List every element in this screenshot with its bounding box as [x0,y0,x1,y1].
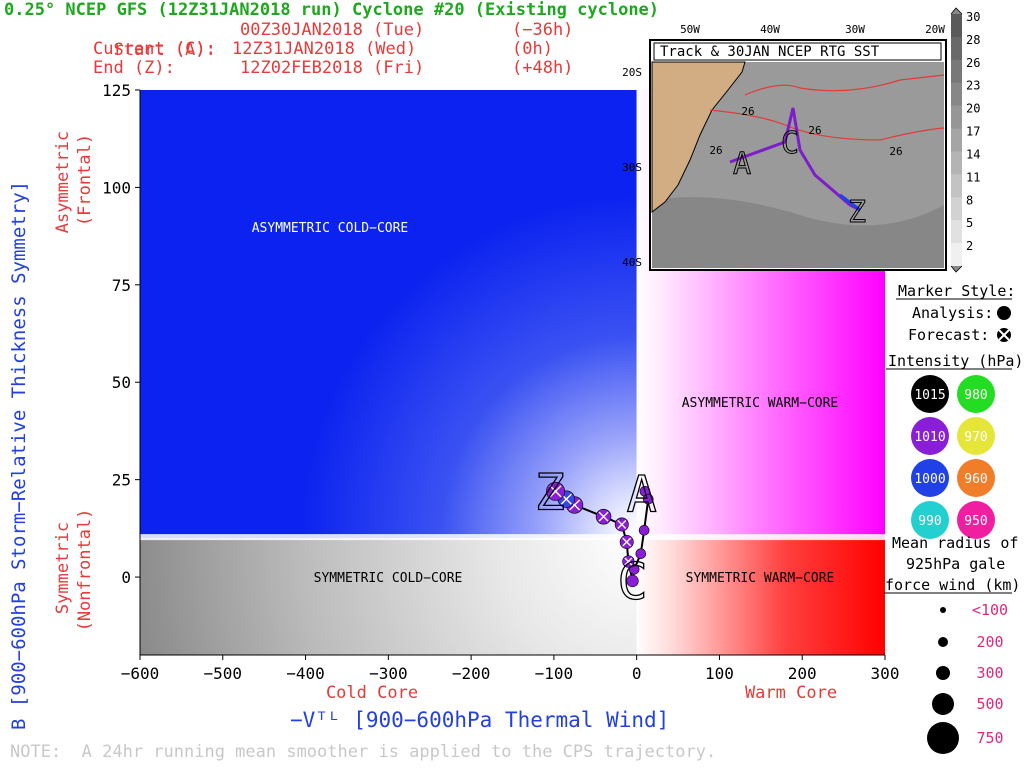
forecast-x-mark [549,485,562,498]
forecast-x-mark [622,537,632,547]
current-time: 12Z31JAN2018 (Wed) [232,39,417,59]
end-offset: (+48h) [512,58,574,78]
y-label-asymmetric: Asymmetric [53,131,73,233]
region-divider [140,534,885,541]
footer-note: NOTE: A 24hr running mean smoother is ap… [10,742,717,762]
x-axis-title: −Vᵀᴸ [900−600hPa Thermal Wind] [290,708,670,732]
trajectory: ACZ [534,463,657,612]
chart-title: 0.25° NCEP GFS (12Z31JAN2018 run) Cyclon… [4,0,660,20]
y-tick-label: 75 [112,276,131,295]
x-tick-label: 100 [705,664,734,683]
label-asymmetric-cold-core: ASYMMETRIC COLD−CORE [252,221,409,236]
analysis-point [642,493,654,505]
label-symmetric-warm-core: SYMMETRIC WARM−CORE [686,571,835,586]
forecast-x-mark [624,557,633,566]
region-asymmetric-warm-core [636,90,885,539]
y-tick-label: 50 [112,373,131,392]
x-label-cold-core: Cold Core [326,683,418,703]
y-tick-label: 125 [102,81,131,100]
y-tick-label: 25 [112,471,131,490]
end-label: End (Z): [93,58,175,78]
x-tick-label: −600 [121,664,160,683]
start-time: 00Z30JAN2018 (Tue) [240,20,425,40]
region-symmetric-warm-core [636,538,885,655]
y-tick-label: 100 [102,178,131,197]
x-label-warm-core: Warm Core [745,683,837,703]
analysis-point [628,563,640,575]
x-tick-label: −300 [369,664,408,683]
label-asymmetric-warm-core: ASYMMETRIC WARM−CORE [682,396,839,411]
forecast-x-mark [598,511,609,522]
end-marker-z: Z [535,463,565,521]
x-tick-label: 0 [632,664,642,683]
y-label-nonfrontal: (Nonfrontal) [75,509,95,632]
current-offset: (0h) [512,39,553,59]
start-label: Start (A): [113,40,216,60]
x-tick-label: −500 [204,664,243,683]
forecast-x-mark [617,519,627,529]
current-marker-c: C [617,553,647,611]
region-symmetric-cold-core [140,538,637,655]
start-info: Start (A): [93,20,216,60]
axes: −600 −500 −400 −300 −200 −100 0 100 200 300 125 100… [53,81,899,703]
label-symmetric-cold-core: SYMMETRIC COLD−CORE [314,571,463,586]
y-label-frontal: (Frontal) [75,134,95,226]
region-asymmetric-cold-core [140,90,637,539]
current-label: Current (C): [93,39,216,59]
start-marker-a: A [627,465,657,523]
analysis-point [635,548,647,559]
quadrant-backgrounds [140,90,885,655]
x-tick-label: −400 [286,664,325,683]
end-time: 12Z02FEB2018 (Fri) [240,58,425,78]
x-tick-label: 300 [871,664,900,683]
x-tick-label: 200 [788,664,817,683]
analysis-point [626,574,639,588]
y-tick-label: 0 [121,568,131,587]
x-tick-label: −200 [452,664,491,683]
analysis-point [638,525,650,536]
start-offset: (−36h) [512,20,574,40]
y-label-symmetric: Symmetric [53,522,73,614]
x-tick-label: −100 [535,664,574,683]
